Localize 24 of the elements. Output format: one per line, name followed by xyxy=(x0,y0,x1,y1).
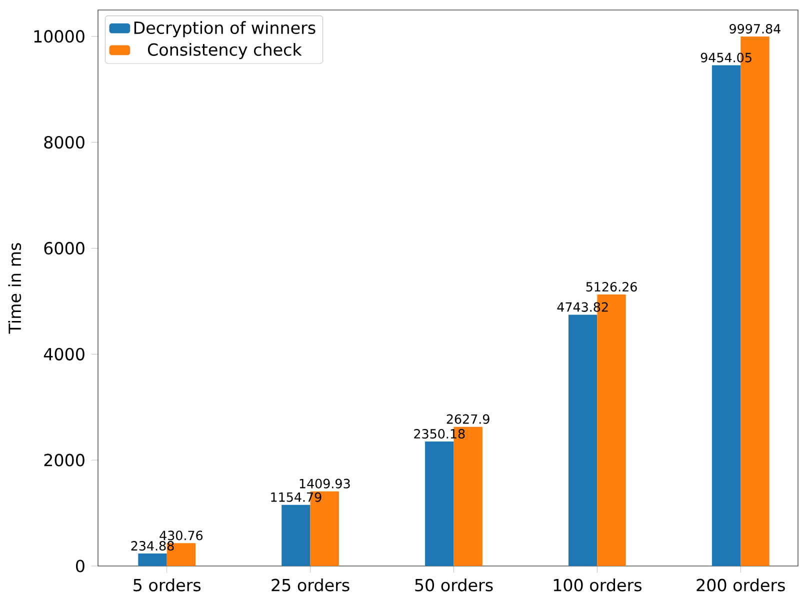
bar xyxy=(282,504,310,566)
y-tick-label: 0 xyxy=(76,560,84,572)
x-tick-label: 200 orders xyxy=(696,578,785,592)
data-label: 2627.9 xyxy=(446,414,490,424)
legend-label: Decryption of winners xyxy=(134,21,316,38)
y-axis-title: Time in ms xyxy=(8,243,22,334)
x-tick-label: 100 orders xyxy=(554,578,642,592)
x-tick-label: 25 orders xyxy=(272,578,350,592)
bar xyxy=(425,442,454,566)
y-tick-label: 6000 xyxy=(44,242,84,255)
x-tick-label: 50 orders xyxy=(415,578,493,592)
data-label: 5126.26 xyxy=(586,282,637,292)
y-tick-label: 4000 xyxy=(44,348,84,360)
y-tick-label: 8000 xyxy=(44,136,84,149)
y-tick-label: 2000 xyxy=(44,454,84,466)
bar xyxy=(568,314,598,566)
legend-label: Consistency check xyxy=(148,42,302,60)
x-tick-label: 5 orders xyxy=(134,578,201,592)
y-tick-label: 10000 xyxy=(34,30,84,43)
data-label: 1409.93 xyxy=(300,478,350,488)
data-label: 9997.84 xyxy=(730,24,780,34)
data-label: 430.76 xyxy=(160,530,203,540)
bar xyxy=(138,554,167,566)
bar xyxy=(712,65,741,566)
